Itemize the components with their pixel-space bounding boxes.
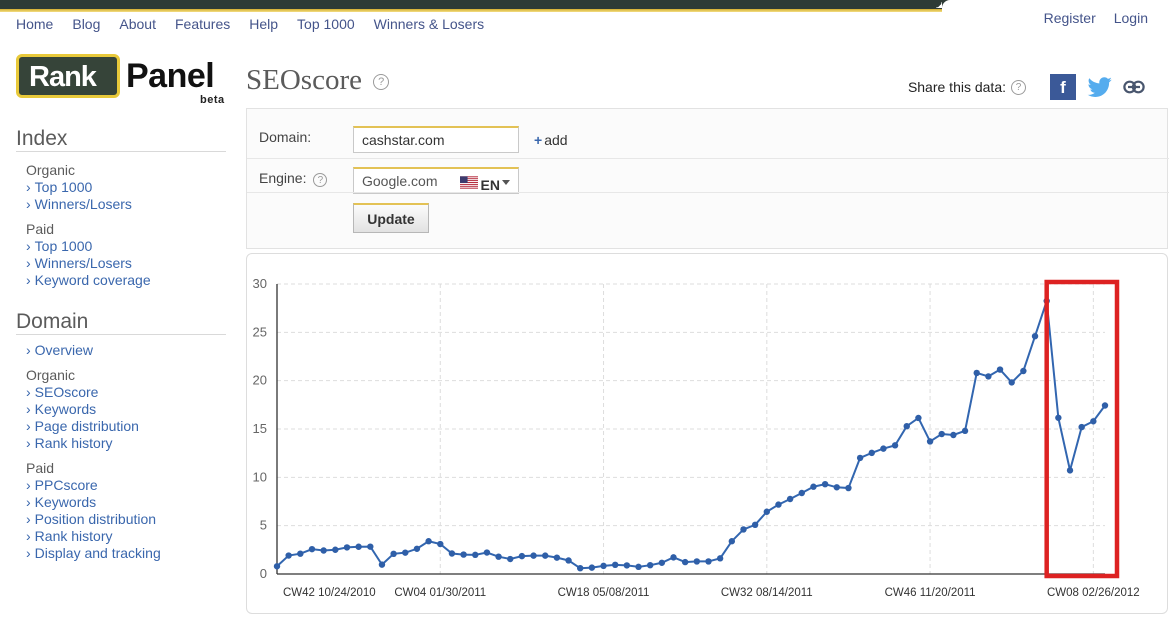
svg-text:CW04 01/30/2011: CW04 01/30/2011 bbox=[394, 587, 486, 599]
svg-text:20: 20 bbox=[253, 373, 267, 388]
svg-text:CW46 11/20/2011: CW46 11/20/2011 bbox=[885, 587, 976, 599]
svg-text:0: 0 bbox=[260, 566, 267, 581]
svg-text:30: 30 bbox=[253, 276, 267, 291]
svg-text:15: 15 bbox=[253, 421, 267, 436]
svg-text:CW32 08/14/2011: CW32 08/14/2011 bbox=[721, 587, 813, 599]
svg-text:10: 10 bbox=[253, 469, 267, 484]
svg-text:5: 5 bbox=[260, 518, 267, 533]
svg-text:25: 25 bbox=[253, 324, 267, 339]
svg-text:CW18 05/08/2011: CW18 05/08/2011 bbox=[558, 587, 650, 599]
svg-text:CW08 02/26/2012: CW08 02/26/2012 bbox=[1047, 587, 1140, 599]
svg-text:f: f bbox=[1060, 78, 1066, 97]
svg-text:CW42 10/24/2010: CW42 10/24/2010 bbox=[283, 587, 376, 599]
